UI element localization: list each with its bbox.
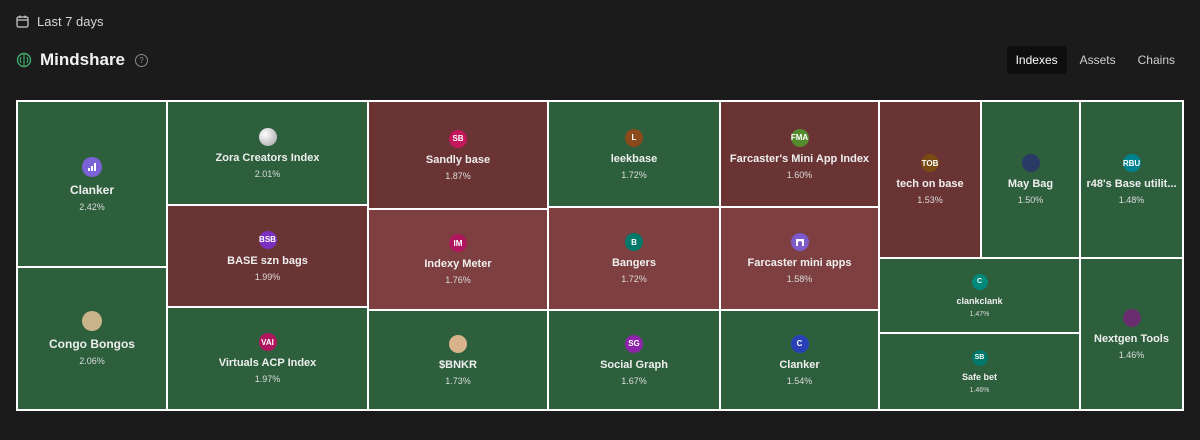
treemap-tile[interactable]: FMA Farcaster's Mini App Index 1.60%: [721, 102, 878, 206]
tile-logo-icon: SB: [971, 349, 988, 366]
brain-icon: [16, 52, 32, 68]
tile-name: tech on base: [896, 178, 964, 190]
tile-percentage: 1.46%: [1118, 349, 1145, 360]
tile-logo-icon: IM: [449, 234, 467, 252]
tile-name: BASE szn bags: [227, 254, 308, 267]
zora-orb-icon: [258, 127, 277, 146]
tile-name: Farcaster's Mini App Index: [729, 152, 870, 165]
tile-logo-icon: L: [625, 128, 643, 147]
tile-name: May Bag: [1007, 178, 1054, 190]
tab-indexes[interactable]: Indexes: [1006, 46, 1067, 74]
treemap-tile[interactable]: SB Sandly base 1.87%: [369, 102, 547, 208]
treemap-tile[interactable]: B Bangers 1.72%: [549, 208, 719, 309]
tile-name: Sandly base: [425, 153, 491, 166]
congo-bongos-avatar-icon: [82, 311, 102, 331]
tile-name: Social Graph: [600, 358, 668, 371]
treemap-tile[interactable]: RBU r48's Base utilit... 1.48%: [1081, 102, 1182, 257]
treemap-tile[interactable]: C Clanker 1.54%: [721, 311, 878, 409]
treemap-tile[interactable]: TOB tech on base 1.53%: [880, 102, 980, 257]
night-sky-avatar-icon: [1021, 154, 1040, 172]
tile-logo-icon: SB: [449, 129, 467, 148]
tile-name: Farcaster mini apps: [747, 257, 852, 269]
tile-percentage: 1.46%: [969, 386, 990, 394]
tile-name: Zora Creators Index: [215, 151, 320, 164]
tile-percentage: 1.73%: [445, 375, 471, 386]
page-title: Mindshare: [40, 50, 126, 69]
nextgen-avatar-icon: [1122, 308, 1141, 327]
tile-percentage: 1.58%: [786, 274, 813, 284]
tile-name: clankclank: [956, 295, 1003, 306]
tile-percentage: 1.76%: [445, 275, 471, 285]
bar-chart-icon: [82, 156, 102, 177]
calendar-icon: [16, 15, 29, 28]
treemap-tile[interactable]: SG Social Graph 1.67%: [549, 311, 719, 409]
tile-logo-icon: RBU: [1122, 154, 1141, 172]
treemap-tile[interactable]: Nextgen Tools 1.46%: [1081, 259, 1182, 409]
tile-name: Bangers: [611, 257, 657, 269]
treemap-tile[interactable]: IM Indexy Meter 1.76%: [369, 210, 547, 309]
tile-percentage: 1.72%: [621, 274, 647, 284]
tile-name: Clanker: [69, 182, 115, 197]
tile-percentage: 1.47%: [969, 310, 990, 318]
tile-logo-icon: C: [971, 273, 988, 290]
tile-name: Virtuals ACP Index: [218, 357, 317, 369]
tile-name: leekbase: [610, 152, 658, 165]
tile-logo-icon: BSB: [258, 230, 277, 249]
treemap-tile[interactable]: May Bag 1.50%: [982, 102, 1079, 257]
tile-name: Congo Bongos: [49, 337, 135, 351]
bnkr-avatar-icon: [449, 334, 467, 353]
tab-assets[interactable]: Assets: [1079, 53, 1116, 67]
tile-percentage: 2.42%: [79, 201, 105, 212]
treemap-tile[interactable]: Clanker 2.42%: [18, 102, 166, 266]
help-icon[interactable]: ?: [135, 53, 149, 67]
tile-percentage: 2.01%: [254, 168, 281, 179]
tile-percentage: 2.06%: [79, 356, 105, 366]
tile-logo-icon: B: [625, 233, 643, 251]
tile-percentage: 1.87%: [445, 170, 471, 181]
tile-logo-icon: FMA: [790, 128, 809, 147]
tile-name: Clanker: [779, 358, 820, 371]
treemap-tile[interactable]: $BNKR 1.73%: [369, 311, 547, 409]
date-range-selector[interactable]: Last 7 days: [16, 14, 104, 29]
tile-percentage: 1.54%: [786, 375, 813, 386]
tile-percentage: 1.97%: [254, 374, 281, 384]
tile-name: Nextgen Tools: [1094, 332, 1169, 345]
treemap-tile[interactable]: Congo Bongos 2.06%: [18, 268, 166, 409]
mindshare-treemap: Clanker 2.42% Congo Bongos 2.06% Zora Creato…: [16, 100, 1184, 411]
treemap-tile[interactable]: BSB BASE szn bags 1.99%: [168, 206, 367, 306]
view-tabs: Indexes Assets Chains: [1006, 46, 1184, 74]
tile-logo-icon: VAI: [258, 333, 277, 351]
treemap-tile[interactable]: VAI Virtuals ACP Index 1.97%: [168, 308, 367, 409]
tile-name: $BNKR: [439, 358, 477, 371]
treemap-tile[interactable]: Zora Creators Index 2.01%: [168, 102, 367, 204]
tile-logo-icon: TOB: [921, 154, 939, 172]
tile-logo-icon: C: [790, 334, 809, 353]
date-range-label: Last 7 days: [37, 14, 104, 29]
section-header: Mindshare ?: [16, 50, 149, 70]
treemap-tile[interactable]: Farcaster mini apps 1.58%: [721, 208, 878, 309]
treemap-tile[interactable]: SB Safe bet 1.46%: [880, 334, 1079, 409]
tile-percentage: 1.53%: [917, 195, 943, 205]
tile-percentage: 1.72%: [621, 169, 647, 180]
tile-percentage: 1.50%: [1017, 195, 1044, 205]
farcaster-arch-icon: [790, 233, 809, 251]
tile-name: r48's Base utilit...: [1086, 178, 1177, 190]
tile-name: Safe bet: [961, 371, 997, 382]
tile-percentage: 1.60%: [786, 169, 813, 180]
tile-name: Indexy Meter: [424, 258, 492, 270]
tile-percentage: 1.67%: [621, 375, 647, 386]
tile-logo-icon: SG: [625, 334, 643, 353]
tile-percentage: 1.48%: [1118, 195, 1145, 205]
tab-chains[interactable]: Chains: [1137, 53, 1175, 67]
tile-percentage: 1.99%: [254, 271, 281, 282]
